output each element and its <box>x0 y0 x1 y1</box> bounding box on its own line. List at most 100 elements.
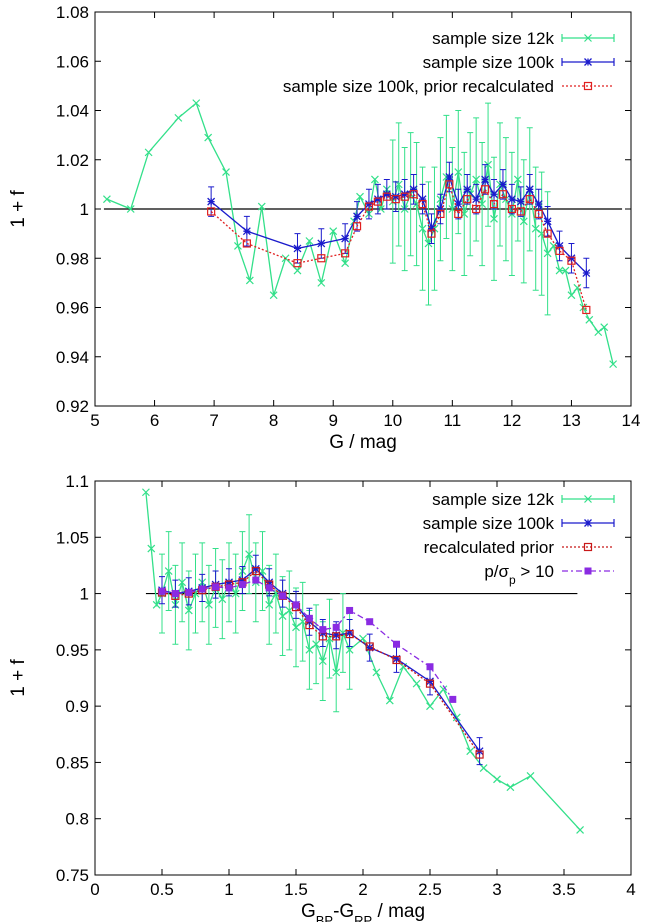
x-tick-label: 6 <box>150 411 159 430</box>
y-tick-label: 0.95 <box>56 641 89 660</box>
data-point <box>472 204 481 214</box>
x-tick-label: 10 <box>383 411 402 430</box>
data-point <box>519 217 528 226</box>
data-point <box>426 702 434 711</box>
data-point <box>600 323 609 332</box>
data-point <box>265 578 274 587</box>
data-point <box>490 214 498 223</box>
data-point <box>525 185 534 194</box>
plot-area <box>102 99 623 369</box>
data-point <box>427 224 436 233</box>
data-point <box>242 227 251 236</box>
data-point <box>332 668 341 677</box>
series-4 <box>158 576 457 703</box>
data-point <box>198 585 206 593</box>
data-point <box>234 242 242 250</box>
data-point <box>164 567 173 575</box>
data-point <box>293 266 302 275</box>
plot-area <box>141 488 585 834</box>
data-point <box>293 244 302 253</box>
data-point <box>418 199 427 209</box>
y-tick-label: 1 <box>80 585 89 604</box>
data-point <box>366 618 374 626</box>
data-point <box>543 229 552 238</box>
y-tick-label: 1.04 <box>56 102 89 121</box>
data-point <box>372 668 381 677</box>
x-axis-label: G / mag <box>329 432 397 453</box>
data-point <box>346 606 354 614</box>
data-point <box>365 643 374 652</box>
data-point <box>576 826 585 834</box>
data-point <box>373 197 382 206</box>
data-point <box>391 192 400 201</box>
y-axis-label: 1 + f <box>8 190 29 228</box>
data-point <box>472 195 481 204</box>
data-point <box>192 99 201 108</box>
data-point <box>245 276 254 285</box>
y-tick-label: 0.92 <box>56 397 89 416</box>
data-point <box>356 192 364 201</box>
data-point <box>376 205 385 213</box>
data-point <box>516 197 525 206</box>
series-line <box>145 492 581 831</box>
data-point <box>305 645 314 654</box>
data-point <box>292 623 300 632</box>
data-point <box>436 209 445 219</box>
data-point <box>204 600 213 609</box>
data-point <box>238 581 246 589</box>
y-tick-label: 1.08 <box>56 3 89 22</box>
data-point <box>426 663 434 671</box>
legend-errorbar <box>561 34 615 42</box>
series-1 <box>102 99 618 369</box>
data-point <box>463 195 472 204</box>
data-point <box>391 195 400 204</box>
data-point <box>329 227 338 236</box>
data-point <box>147 544 156 553</box>
data-point <box>242 239 251 248</box>
data-point <box>466 747 475 756</box>
data-point <box>426 677 434 686</box>
data-point <box>454 168 463 176</box>
data-point <box>567 254 576 263</box>
legend-label: sample size 12k <box>432 490 554 509</box>
data-point <box>251 564 260 573</box>
data-point <box>507 195 516 204</box>
data-point <box>158 587 166 595</box>
series-2 <box>207 161 591 289</box>
legend-label: p/σp > 10 <box>484 562 554 587</box>
data-point <box>382 190 391 199</box>
data-point <box>325 634 334 643</box>
legend-errorbar <box>561 58 615 66</box>
legend-entry-2: sample size 100k <box>423 53 615 72</box>
y-tick-label: 1.02 <box>56 151 89 170</box>
data-point <box>126 205 135 213</box>
data-point <box>481 175 490 184</box>
legend-entry-3: recalculated prior <box>424 538 614 557</box>
legend-errorbar <box>561 495 615 503</box>
data-point <box>543 249 552 258</box>
data-point <box>490 190 498 199</box>
x-tick-label: 14 <box>622 411 641 430</box>
data-point <box>475 750 484 759</box>
y-tick-label: 1 <box>80 200 89 219</box>
data-point <box>174 113 183 122</box>
data-point <box>370 175 379 184</box>
data-point <box>585 315 594 324</box>
data-point <box>412 679 421 688</box>
data-point <box>400 190 409 199</box>
y-tick-label: 0.9 <box>65 697 89 716</box>
data-point <box>231 589 240 598</box>
x-tick-label: 11 <box>444 411 462 430</box>
data-point <box>225 578 233 587</box>
data-point <box>555 246 564 255</box>
data-point <box>445 180 454 189</box>
data-point <box>445 173 454 181</box>
data-point <box>454 209 463 219</box>
data-point <box>204 133 213 142</box>
data-point <box>436 205 445 213</box>
data-point <box>293 259 302 268</box>
data-point <box>531 224 540 233</box>
x-axis-label: GBP-GRP / mag <box>301 901 425 922</box>
data-point <box>318 657 327 666</box>
